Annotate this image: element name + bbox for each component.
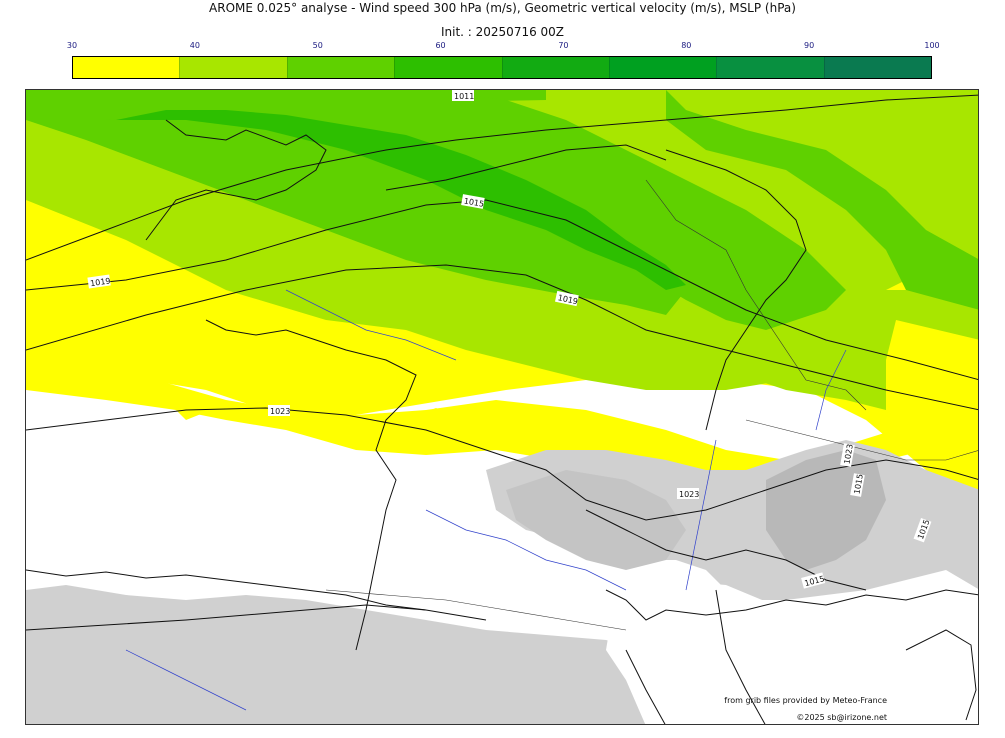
isobar-label: 1019 [90, 276, 111, 288]
colorbar-segment [501, 57, 609, 78]
isobar-label: 1015 [463, 196, 485, 208]
colorbar-segment [286, 57, 395, 78]
colorbar-segment [823, 57, 931, 78]
data-source-credit: from grib files provided by Meteo-France [724, 696, 887, 705]
colorbar-segment [394, 57, 502, 78]
colorbar-tick-label: 90 [804, 41, 815, 50]
coastlines [26, 119, 978, 724]
sea-gulf-of-lion [606, 580, 978, 724]
colorbar-tick-label: 100 [924, 41, 940, 50]
colorbar-segment [608, 57, 717, 78]
wind-band-30-40-south [26, 355, 978, 500]
copyright-credit: ©2025 sb@irizone.net [796, 713, 887, 722]
isobar-label: 1011 [454, 92, 474, 101]
colorbar-tick-label: 40 [189, 41, 200, 50]
colorbar-tick-label: 50 [312, 41, 323, 50]
colorbar-tick-label: 70 [558, 41, 569, 50]
isobars [26, 94, 978, 631]
colorbar-segment [73, 57, 180, 78]
map-title: AROME 0.025° analyse - Wind speed 300 hP… [209, 1, 796, 15]
colorbar-tick-label: 60 [435, 41, 446, 50]
weather-map: 1011 1015 1019 1019 1023 1023 1023 1015 … [25, 89, 979, 725]
isobar-label: 1015 [852, 473, 864, 495]
isobar-label: 1019 [557, 293, 579, 306]
isobar-label: 1023 [679, 490, 699, 499]
colorbar-segment [179, 57, 287, 78]
wind-band-wisps [176, 380, 496, 442]
colorbar-tick-label: 30 [66, 41, 78, 50]
init-time: Init. : 20250716 00Z [440, 25, 565, 39]
relief-pyrenees [26, 585, 646, 724]
wind-band-60-70 [116, 110, 686, 290]
colorbar [72, 56, 932, 79]
isobar-label: 1023 [842, 443, 854, 465]
colorbar-tick-label: 80 [681, 41, 692, 50]
isobar-labels: 1011 1015 1019 1019 1023 1023 1023 1015 … [87, 90, 932, 589]
rivers [125, 289, 847, 711]
map-canvas: 1011 1015 1019 1019 1023 1023 1023 1015 … [26, 90, 978, 724]
colorbar-segment [716, 57, 824, 78]
borders [325, 179, 978, 631]
relief-massif [506, 470, 686, 570]
isobar-label: 1023 [270, 407, 290, 416]
